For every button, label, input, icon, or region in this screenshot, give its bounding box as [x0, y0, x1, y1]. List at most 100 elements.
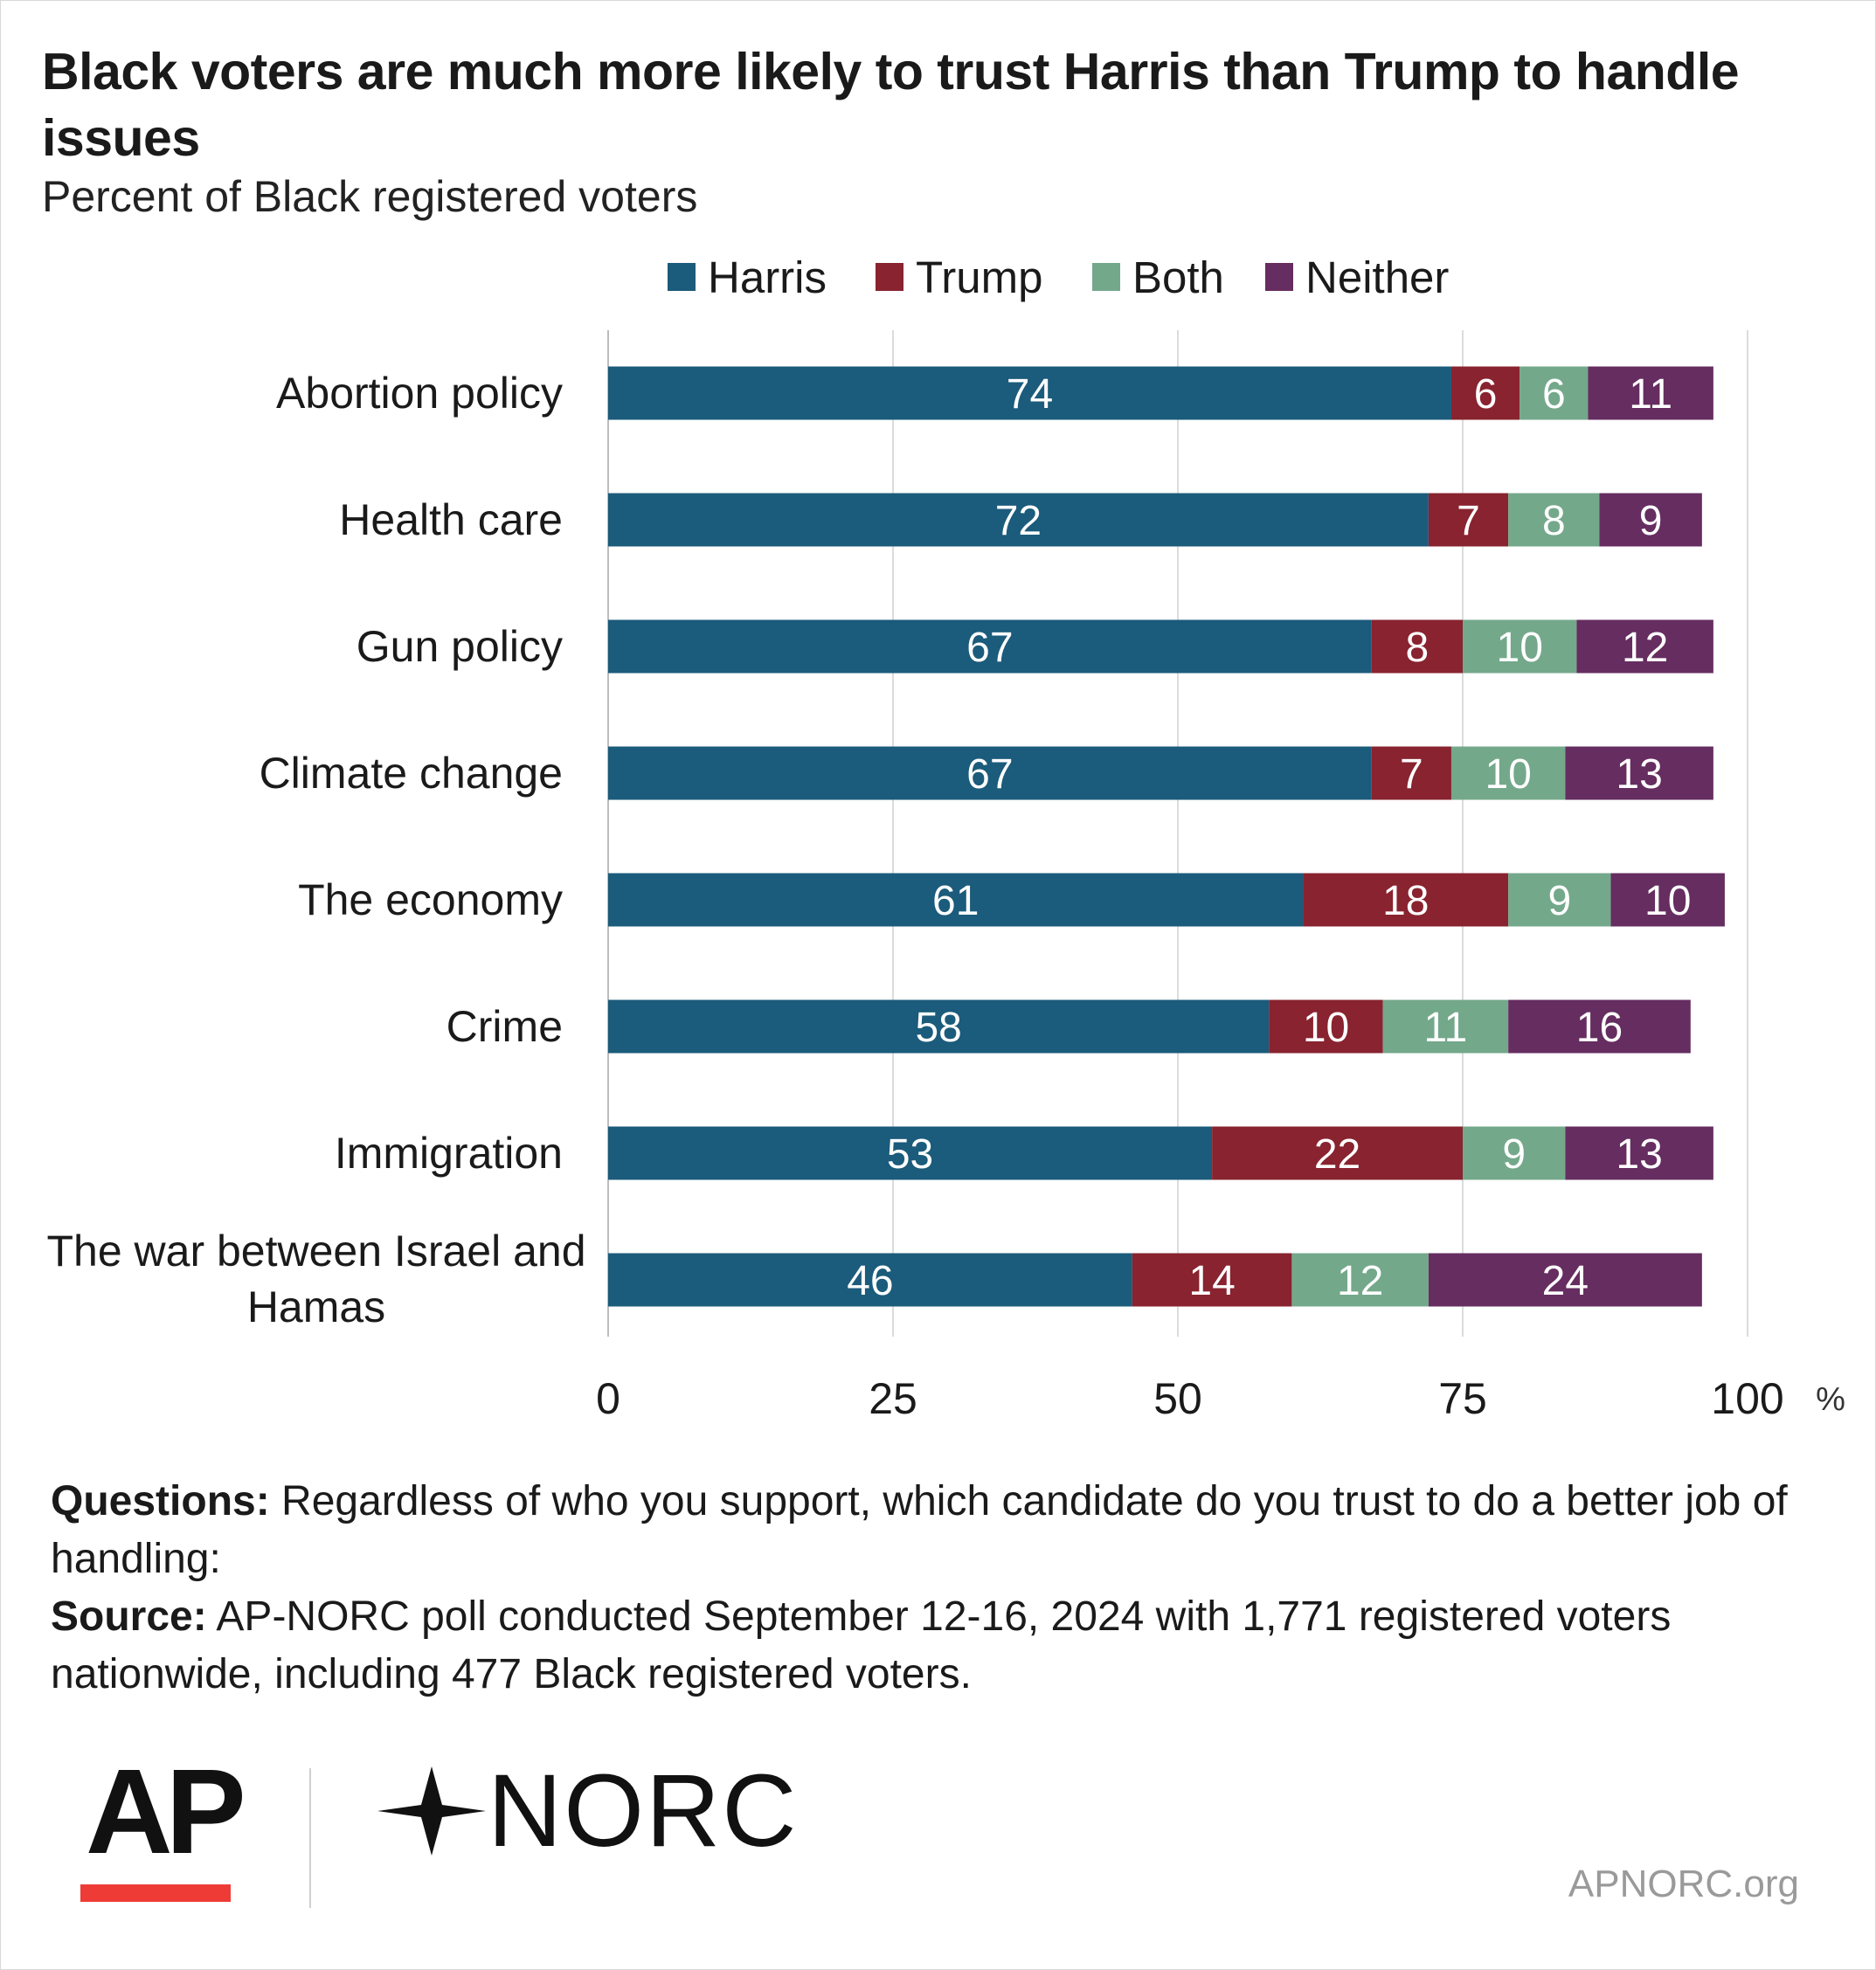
ap-logo: AP — [86, 1745, 246, 1879]
bar-value-label: 9 — [1639, 498, 1663, 544]
legend-label-both: Both — [1132, 252, 1224, 302]
bar-segment-both — [1508, 873, 1611, 927]
bar-segment-harris — [608, 366, 1451, 420]
bar-value-label: 24 — [1542, 1258, 1589, 1304]
bar-segment-harris — [608, 873, 1304, 927]
bar-value-label: 10 — [1644, 878, 1691, 924]
legend-swatch-harris — [668, 263, 696, 291]
bar-value-label: 13 — [1616, 751, 1662, 798]
bar-value-label: 9 — [1502, 1131, 1526, 1178]
legend-label-trump: Trump — [916, 252, 1043, 302]
bar-value-label: 58 — [915, 1005, 961, 1051]
chart-title: Black voters are much more likely to tru… — [42, 43, 1740, 167]
footnotes: Questions: Regardless of who you support… — [51, 1473, 1824, 1704]
bar-value-label: 72 — [995, 498, 1042, 544]
bar-segment-both — [1291, 1253, 1429, 1307]
category-label: Health care — [339, 495, 563, 544]
bar-value-label: 10 — [1497, 625, 1543, 671]
bar-segment-neither — [1428, 1253, 1702, 1307]
bar-segment-harris — [608, 746, 1372, 800]
questions-label: Questions: — [51, 1478, 270, 1524]
category-label: Crime — [447, 1002, 563, 1051]
bar-value-label: 46 — [847, 1258, 893, 1304]
ap-logo-bar — [80, 1884, 231, 1902]
category-label-line: Hamas — [247, 1282, 385, 1331]
bar-segment-neither — [1508, 999, 1691, 1054]
category-label: Gun policy — [357, 622, 563, 671]
bar-segment-neither — [1599, 493, 1702, 547]
bar-value-label: 11 — [1629, 371, 1672, 418]
source-label: Source: — [51, 1593, 207, 1640]
category-label: The war between Israel and Hamas — [46, 1227, 585, 1331]
bar-segment-trump — [1450, 366, 1520, 420]
bar-value-label: 22 — [1314, 1131, 1360, 1178]
bar-segment-both — [1519, 366, 1589, 420]
bar-value-label: 74 — [1007, 371, 1053, 418]
legend-label-neither: Neither — [1305, 252, 1450, 302]
x-tick-label: 0 — [596, 1374, 620, 1423]
bar-segment-trump — [1132, 1253, 1292, 1307]
bar-value-label: 11 — [1424, 1005, 1468, 1051]
legend-swatch-both — [1092, 263, 1120, 291]
norc-logo: NORC — [376, 1754, 798, 1868]
x-tick-label: 50 — [1153, 1374, 1202, 1423]
questions-text: Regardless of who you support, which can… — [51, 1478, 1788, 1582]
bar-segment-trump — [1371, 619, 1463, 674]
bar-segment-harris — [608, 999, 1270, 1054]
category-label: Abortion policy — [276, 369, 563, 418]
bar-value-label: 7 — [1400, 751, 1423, 798]
bar-segment-both — [1463, 619, 1577, 674]
norc-logo-text: NORC — [488, 1753, 799, 1869]
bar-segment-trump — [1269, 999, 1383, 1054]
category-label: The economy — [298, 875, 563, 924]
bar-value-label: 8 — [1405, 625, 1429, 671]
legend-swatch-trump — [876, 263, 903, 291]
bar-value-label: 9 — [1547, 878, 1571, 924]
website-link[interactable]: APNORC.org — [1568, 1863, 1799, 1905]
bar-segment-both — [1463, 1126, 1566, 1180]
bar-segment-neither — [1610, 873, 1725, 927]
bar-value-label: 61 — [932, 878, 979, 924]
logo-divider — [309, 1768, 311, 1908]
x-tick-label: 75 — [1438, 1374, 1487, 1423]
bar-value-label: 67 — [966, 625, 1013, 671]
chart-subtitle: Percent of Black registered voters — [42, 172, 698, 221]
bar-segment-trump — [1371, 746, 1451, 800]
source-note: Source: AP-NORC poll conducted September… — [51, 1588, 1824, 1704]
category-label: Immigration — [335, 1129, 563, 1178]
bar-segment-neither — [1565, 746, 1713, 800]
bar-value-label: 8 — [1542, 498, 1566, 544]
bar-segment-harris — [608, 1126, 1213, 1180]
legend: Harris Trump Both Neither — [0, 246, 1876, 308]
legend-label-harris: Harris — [708, 252, 827, 302]
x-unit-label: % — [1816, 1381, 1845, 1418]
bar-value-label: 16 — [1576, 1005, 1623, 1051]
legend-swatch-neither — [1265, 263, 1293, 291]
bar-segment-neither — [1565, 1126, 1713, 1180]
bar-value-label: 12 — [1622, 625, 1668, 671]
bar-value-label: 7 — [1457, 498, 1480, 544]
category-label-line: The war between Israel and — [46, 1227, 585, 1275]
legend-item-harris: Harris — [668, 246, 827, 308]
bar-segment-both — [1382, 999, 1509, 1054]
bar-segment-both — [1450, 746, 1566, 800]
questions-note: Questions: Regardless of who you support… — [51, 1473, 1824, 1588]
source-text: AP-NORC poll conducted September 12-16, … — [51, 1593, 1672, 1697]
bar-value-label: 6 — [1542, 371, 1566, 418]
bar-segment-both — [1508, 493, 1600, 547]
bar-value-label: 14 — [1188, 1258, 1235, 1304]
category-label: Climate change — [260, 749, 563, 798]
bar-segment-trump — [1303, 873, 1509, 927]
bar-segment-neither — [1588, 366, 1713, 420]
norc-star-icon — [377, 1766, 486, 1856]
bar-value-label: 67 — [966, 751, 1013, 798]
bar-segment-neither — [1576, 619, 1713, 674]
bar-value-label: 6 — [1474, 371, 1498, 418]
bar-value-label: 13 — [1616, 1131, 1662, 1178]
bar-value-label: 18 — [1382, 878, 1429, 924]
legend-item-neither: Neither — [1265, 246, 1449, 308]
bar-segment-trump — [1212, 1126, 1463, 1180]
bar-segment-trump — [1428, 493, 1509, 547]
